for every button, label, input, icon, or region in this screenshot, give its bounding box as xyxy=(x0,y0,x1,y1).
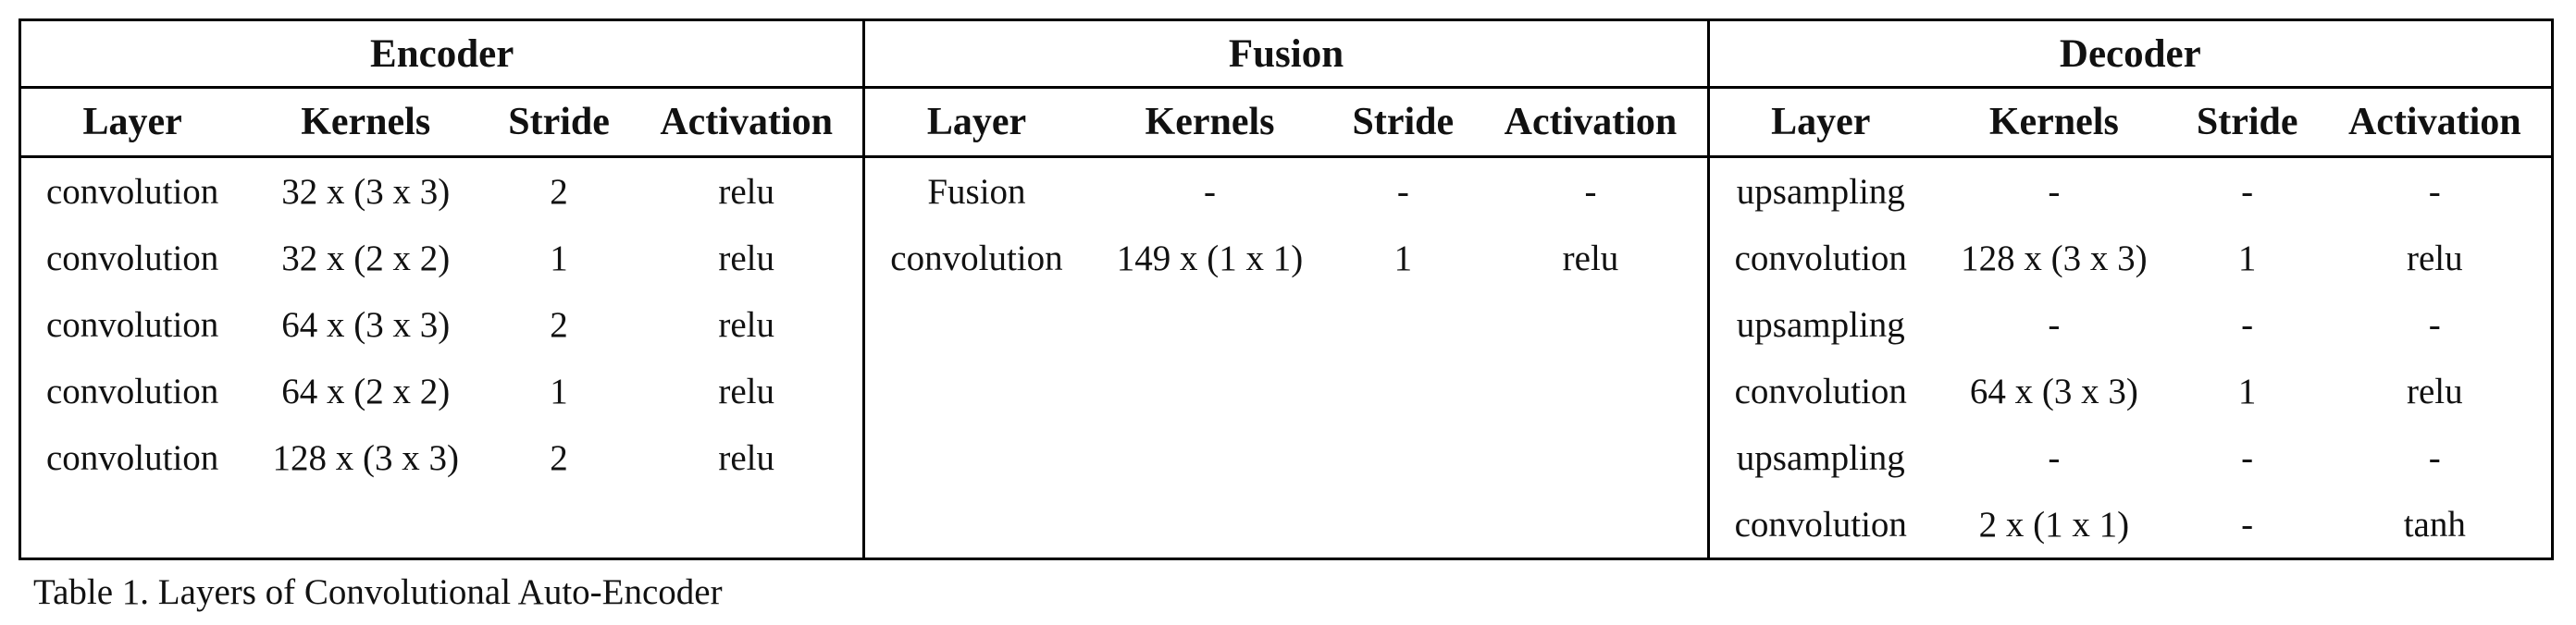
fusion-activation-cell xyxy=(1474,424,1708,491)
decoder-kernels-cell: 64 x (3 x 3) xyxy=(1969,371,2138,411)
decoder-layer-cell: convolution xyxy=(1706,491,1932,559)
encoder-layer-cell xyxy=(20,491,244,559)
decoder-stride-cell: 1 xyxy=(2237,238,2257,278)
decoder-stride-cell: - xyxy=(2241,171,2254,212)
fusion-kernels-cell xyxy=(1088,291,1332,358)
fusion-activation-cell: relu xyxy=(1562,238,1619,278)
fusion-stride-cell: - xyxy=(1396,171,1409,212)
decoder-kernels-cell: - xyxy=(2048,171,2061,212)
fusion-kernels-cell xyxy=(1088,424,1332,491)
group-header-row: Encoder Fusion Decoder xyxy=(19,19,2553,89)
column-header-row: Layer Kernels Stride Activation Layer Ke… xyxy=(19,87,2553,158)
decoder-activation-cell: - xyxy=(2428,171,2441,212)
column-header-activation: Activation xyxy=(629,87,864,158)
decoder-kernels-cell: 2 x (1 x 1) xyxy=(1978,504,2130,545)
table-caption: Table 1. Layers of Convolutional Auto-En… xyxy=(33,572,723,612)
group-header-fusion: Fusion xyxy=(862,19,1709,89)
fusion-activation-cell: - xyxy=(1584,171,1597,212)
fusion-layer-cell xyxy=(862,291,1088,358)
encoder-activation-cell: relu xyxy=(718,238,774,278)
decoder-kernels-cell: - xyxy=(2048,304,2061,345)
decoder-stride-cell: - xyxy=(2241,504,2254,545)
decoder-layer-cell: convolution xyxy=(1706,225,1932,291)
fusion-kernels-cell xyxy=(1088,358,1332,424)
decoder-kernels-cell: - xyxy=(2048,437,2061,478)
fusion-stride-cell: 1 xyxy=(1393,238,1413,278)
table-row: convolution 128 x (3 x 3) 2 relu upsampling -… xyxy=(20,424,2553,491)
fusion-layer-cell: convolution xyxy=(862,225,1088,291)
decoder-layer-cell: upsampling xyxy=(1706,424,1932,491)
fusion-layer-cell xyxy=(862,358,1088,424)
fusion-stride-cell xyxy=(1331,291,1474,358)
encoder-kernels-cell: 32 x (2 x 2) xyxy=(281,238,451,278)
decoder-layer-cell: upsampling xyxy=(1706,156,1932,225)
decoder-stride-cell: - xyxy=(2241,437,2254,478)
encoder-kernels-cell xyxy=(243,491,488,559)
encoder-layer-cell: convolution xyxy=(45,238,219,278)
fusion-activation-cell xyxy=(1474,291,1708,358)
encoder-kernels-cell: 32 x (3 x 3) xyxy=(281,171,451,212)
fusion-layer-cell xyxy=(862,491,1088,559)
encoder-stride-cell xyxy=(488,491,630,559)
group-header-encoder: Encoder xyxy=(19,19,864,89)
fusion-kernels-cell: - xyxy=(1204,171,1217,212)
encoder-stride-cell: 2 xyxy=(550,171,568,212)
fusion-layer-cell xyxy=(862,424,1088,491)
table-row: convolution 32 x (3 x 3) 2 relu Fusion - - - ups… xyxy=(20,156,2553,225)
fusion-kernels-cell: 149 x (1 x 1) xyxy=(1116,238,1304,278)
column-header-layer: Layer xyxy=(1706,87,1932,158)
column-header-stride: Stride xyxy=(1331,87,1475,158)
table-row: convolution 2 x (1 x 1) - tanh xyxy=(20,491,2553,559)
table-body: convolution 32 x (3 x 3) 2 relu Fusion - - - ups… xyxy=(20,156,2553,559)
fusion-activation-cell xyxy=(1474,491,1708,559)
table-row: convolution 32 x (2 x 2) 1 relu convolution 1… xyxy=(20,225,2553,291)
encoder-stride-cell: 2 xyxy=(550,304,568,345)
encoder-stride-cell: 2 xyxy=(550,437,568,478)
encoder-activation-cell: relu xyxy=(718,437,774,478)
column-header-activation: Activation xyxy=(2318,87,2553,158)
group-header-decoder: Decoder xyxy=(1706,19,2553,89)
decoder-activation-cell: relu xyxy=(2406,238,2463,278)
encoder-stride-cell: 1 xyxy=(550,371,568,411)
encoder-stride-cell: 1 xyxy=(550,238,568,278)
fusion-layer-cell: Fusion xyxy=(862,156,1088,225)
decoder-kernels-cell: 128 x (3 x 3) xyxy=(1961,238,2148,278)
column-header-stride: Stride xyxy=(488,87,630,158)
encoder-activation-cell: relu xyxy=(718,304,774,345)
encoder-kernels-cell: 64 x (2 x 2) xyxy=(281,371,451,411)
column-header-kernels: Kernels xyxy=(1931,87,2176,158)
encoder-activation-cell: relu xyxy=(718,171,774,212)
fusion-activation-cell xyxy=(1474,358,1708,424)
decoder-activation-cell: relu xyxy=(2406,371,2463,411)
decoder-activation-cell: - xyxy=(2428,304,2441,345)
encoder-activation-cell xyxy=(630,491,864,559)
layers-table: Encoder Fusion Decoder Layer Kernels Str… xyxy=(19,18,2554,560)
decoder-stride-cell: 1 xyxy=(2237,371,2257,411)
decoder-activation-cell: - xyxy=(2428,437,2441,478)
decoder-stride-cell: - xyxy=(2241,304,2254,345)
column-header-layer: Layer xyxy=(19,87,244,158)
encoder-layer-cell: convolution xyxy=(45,437,219,478)
column-header-stride: Stride xyxy=(2175,87,2319,158)
fusion-stride-cell xyxy=(1331,424,1474,491)
encoder-layer-cell: convolution xyxy=(45,304,219,345)
column-header-activation: Activation xyxy=(1474,87,1709,158)
encoder-kernels-cell: 64 x (3 x 3) xyxy=(281,304,451,345)
column-header-kernels: Kernels xyxy=(1087,87,1332,158)
encoder-activation-cell: relu xyxy=(718,371,774,411)
table-row: convolution 64 x (3 x 3) 2 relu upsampling - -… xyxy=(20,291,2553,358)
encoder-kernels-cell: 128 x (3 x 3) xyxy=(272,437,459,478)
fusion-stride-cell xyxy=(1331,358,1474,424)
decoder-layer-cell: upsampling xyxy=(1706,291,1932,358)
fusion-stride-cell xyxy=(1331,491,1474,559)
decoder-activation-cell: tanh xyxy=(2403,504,2466,545)
encoder-layer-cell: convolution xyxy=(45,171,219,212)
decoder-layer-cell: convolution xyxy=(1706,358,1932,424)
encoder-layer-cell: convolution xyxy=(45,371,219,411)
table-row: convolution 64 x (2 x 2) 1 relu convolution 6… xyxy=(20,358,2553,424)
fusion-kernels-cell xyxy=(1088,491,1332,559)
column-header-kernels: Kernels xyxy=(243,87,489,158)
column-header-layer: Layer xyxy=(862,87,1088,158)
